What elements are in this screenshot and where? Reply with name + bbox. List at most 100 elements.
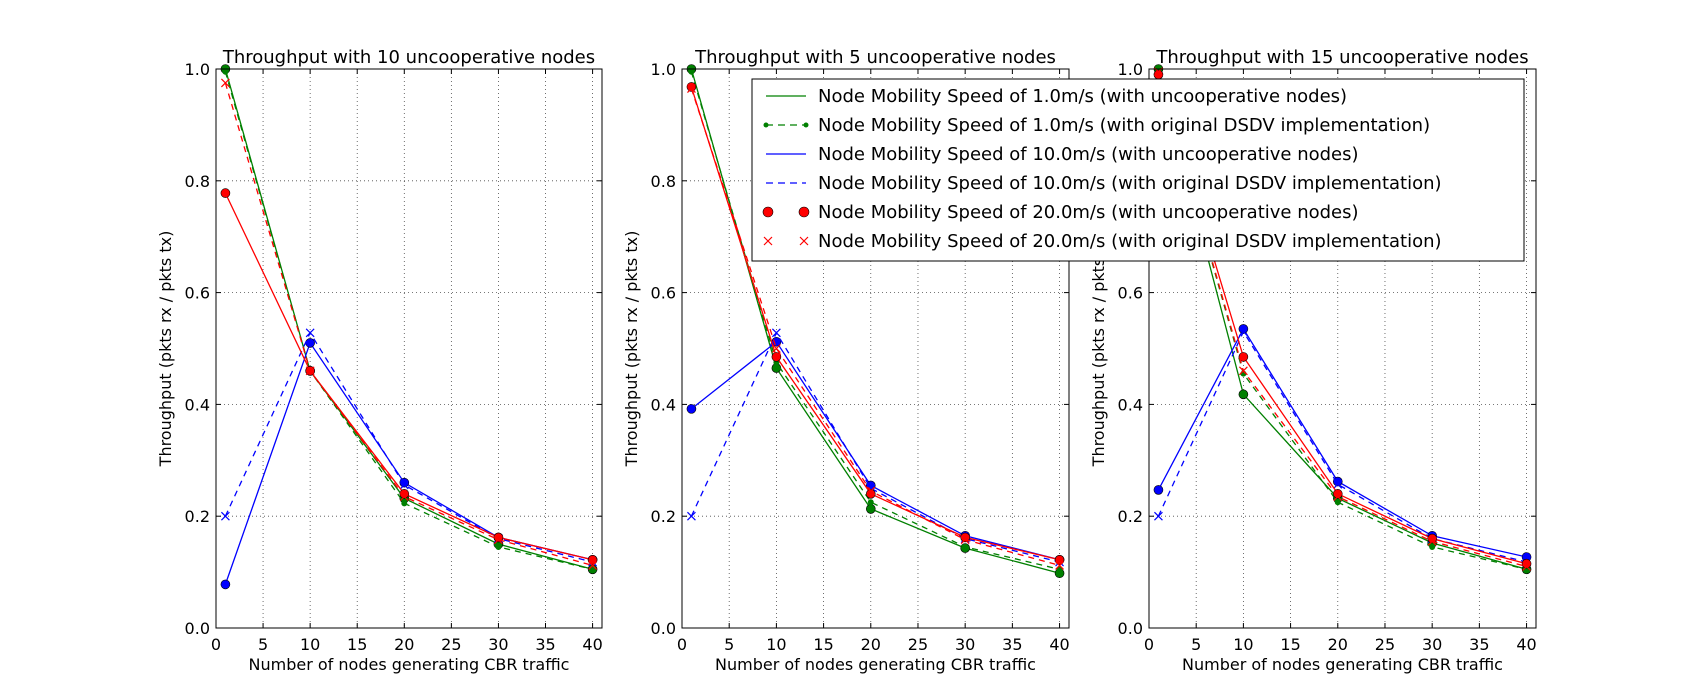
data-point [305, 328, 315, 338]
y-tick-label: 0.2 [651, 507, 676, 526]
x-tick-label: 25 [441, 635, 461, 654]
x-tick-label: 5 [724, 635, 734, 654]
chart-title: Throughput with 10 uncooperative nodes [222, 47, 595, 68]
legend-marker [763, 236, 773, 246]
series-5 [220, 188, 598, 565]
legend-marker [803, 122, 809, 128]
legend-entry-3: Node Mobility Speed of 10.0m/s (with unc… [766, 144, 1359, 165]
data-point [866, 486, 876, 496]
x-tick-label: 15 [347, 635, 367, 654]
series-4 [1154, 327, 1531, 567]
series-6 [1154, 67, 1531, 571]
x-tick-label: 0 [211, 635, 221, 654]
x-tick-label: 25 [1375, 635, 1395, 654]
x-tick-label: 20 [861, 635, 881, 654]
series-3 [1153, 324, 1532, 562]
legend-entry-4: Node Mobility Speed of 10.0m/s (with ori… [766, 173, 1442, 194]
data-point [1333, 492, 1343, 502]
data-point [1522, 562, 1531, 571]
y-tick-label: 0.6 [1118, 284, 1143, 303]
x-tick-label: 40 [1049, 635, 1069, 654]
x-tick-label: 5 [1191, 635, 1201, 654]
series-6 [220, 78, 598, 570]
x-tick-label: 40 [1516, 635, 1536, 654]
data-point [399, 480, 409, 490]
series-line [1157, 327, 1527, 558]
data-point [1332, 489, 1343, 499]
data-point [1238, 366, 1248, 376]
data-point [865, 489, 876, 499]
data-point [588, 560, 598, 570]
legend-label: Node Mobility Speed of 20.0m/s (with ori… [818, 231, 1442, 252]
legend-label: Node Mobility Speed of 1.0m/s (with orig… [818, 115, 1430, 136]
x-tick-label: 15 [813, 635, 833, 654]
data-point [399, 492, 409, 502]
series-4 [220, 328, 598, 567]
series-line [224, 82, 593, 567]
legend-entry-5: Node Mobility Speed of 20.0m/s (with unc… [762, 202, 1359, 223]
x-tick-label: 25 [908, 635, 928, 654]
legend-label: Node Mobility Speed of 20.0m/s (with unc… [818, 202, 1359, 223]
chart-panel-2: 0 5 10 15 20 25 30 35 40 0.0 0.2 0.4 0.6 0.8 1.0 Throug… [622, 47, 1070, 674]
legend-label: Node Mobility Speed of 10.0m/s (with unc… [818, 144, 1359, 165]
axes-frame [215, 68, 603, 629]
x-tick-label: 0 [1144, 635, 1154, 654]
data-point [1238, 324, 1249, 334]
data-point [1429, 543, 1436, 550]
data-point [771, 352, 782, 362]
data-point [960, 535, 970, 545]
y-tick-label: 0.8 [185, 172, 210, 191]
series-5 [686, 82, 1065, 565]
series-line [690, 331, 1060, 563]
data-point [494, 535, 503, 545]
data-point [687, 511, 696, 521]
data-point [1521, 558, 1532, 569]
data-point [222, 68, 229, 75]
legend-marker [798, 206, 810, 218]
data-point [771, 328, 781, 338]
data-point [1055, 560, 1064, 570]
x-axis-label: Number of nodes generating CBR traffic [1182, 655, 1503, 674]
legend-marker [799, 236, 809, 246]
series-group [220, 64, 598, 590]
x-tick-label: 5 [258, 635, 268, 654]
x-tick-label: 10 [300, 635, 320, 654]
data-point [1238, 389, 1249, 400]
x-axis-label: Number of nodes generating CBR traffic [249, 655, 570, 674]
series-3 [686, 336, 1065, 565]
series-4 [687, 328, 1064, 567]
data-point [1238, 327, 1248, 337]
x-tick-label: 35 [1469, 635, 1489, 654]
series-group [686, 64, 1065, 579]
data-point [686, 82, 697, 92]
x-tick-label: 35 [1002, 635, 1022, 654]
data-point [1333, 479, 1343, 489]
series-1 [220, 64, 598, 575]
data-point [867, 499, 874, 506]
legend-frame [751, 78, 1525, 262]
data-point [1154, 511, 1163, 521]
y-tick-label: 0.4 [651, 395, 676, 414]
data-point [1238, 352, 1249, 362]
x-tick-label: 0 [677, 635, 687, 654]
data-point [1056, 566, 1063, 573]
legend: Node Mobility Speed of 1.0m/s (with unco… [751, 78, 1525, 262]
x-tick-label: 10 [766, 635, 786, 654]
data-point [1332, 476, 1343, 487]
y-tick-label: 0.4 [1118, 395, 1143, 414]
data-point [1427, 533, 1437, 544]
data-point [1427, 536, 1437, 546]
x-tick-label: 30 [1422, 635, 1442, 654]
x-axis-label: Number of nodes generating CBR traffic [715, 655, 1036, 674]
data-point [220, 78, 230, 88]
data-point [220, 579, 231, 590]
data-point [220, 511, 230, 521]
legend-entry-6: Node Mobility Speed of 20.0m/s (with ori… [763, 231, 1442, 252]
y-tick-label: 0.8 [651, 172, 676, 191]
data-point [587, 555, 598, 565]
data-point [686, 404, 697, 414]
chart-panel-1: 0 5 10 15 20 25 30 35 40 0.0 0.2 0.4 0.6 0.8 1.0 Throug… [156, 47, 603, 674]
y-tick-label: 0.0 [651, 619, 676, 638]
legend-label: Node Mobility Speed of 1.0m/s (with unco… [818, 86, 1347, 107]
data-point [401, 500, 408, 507]
